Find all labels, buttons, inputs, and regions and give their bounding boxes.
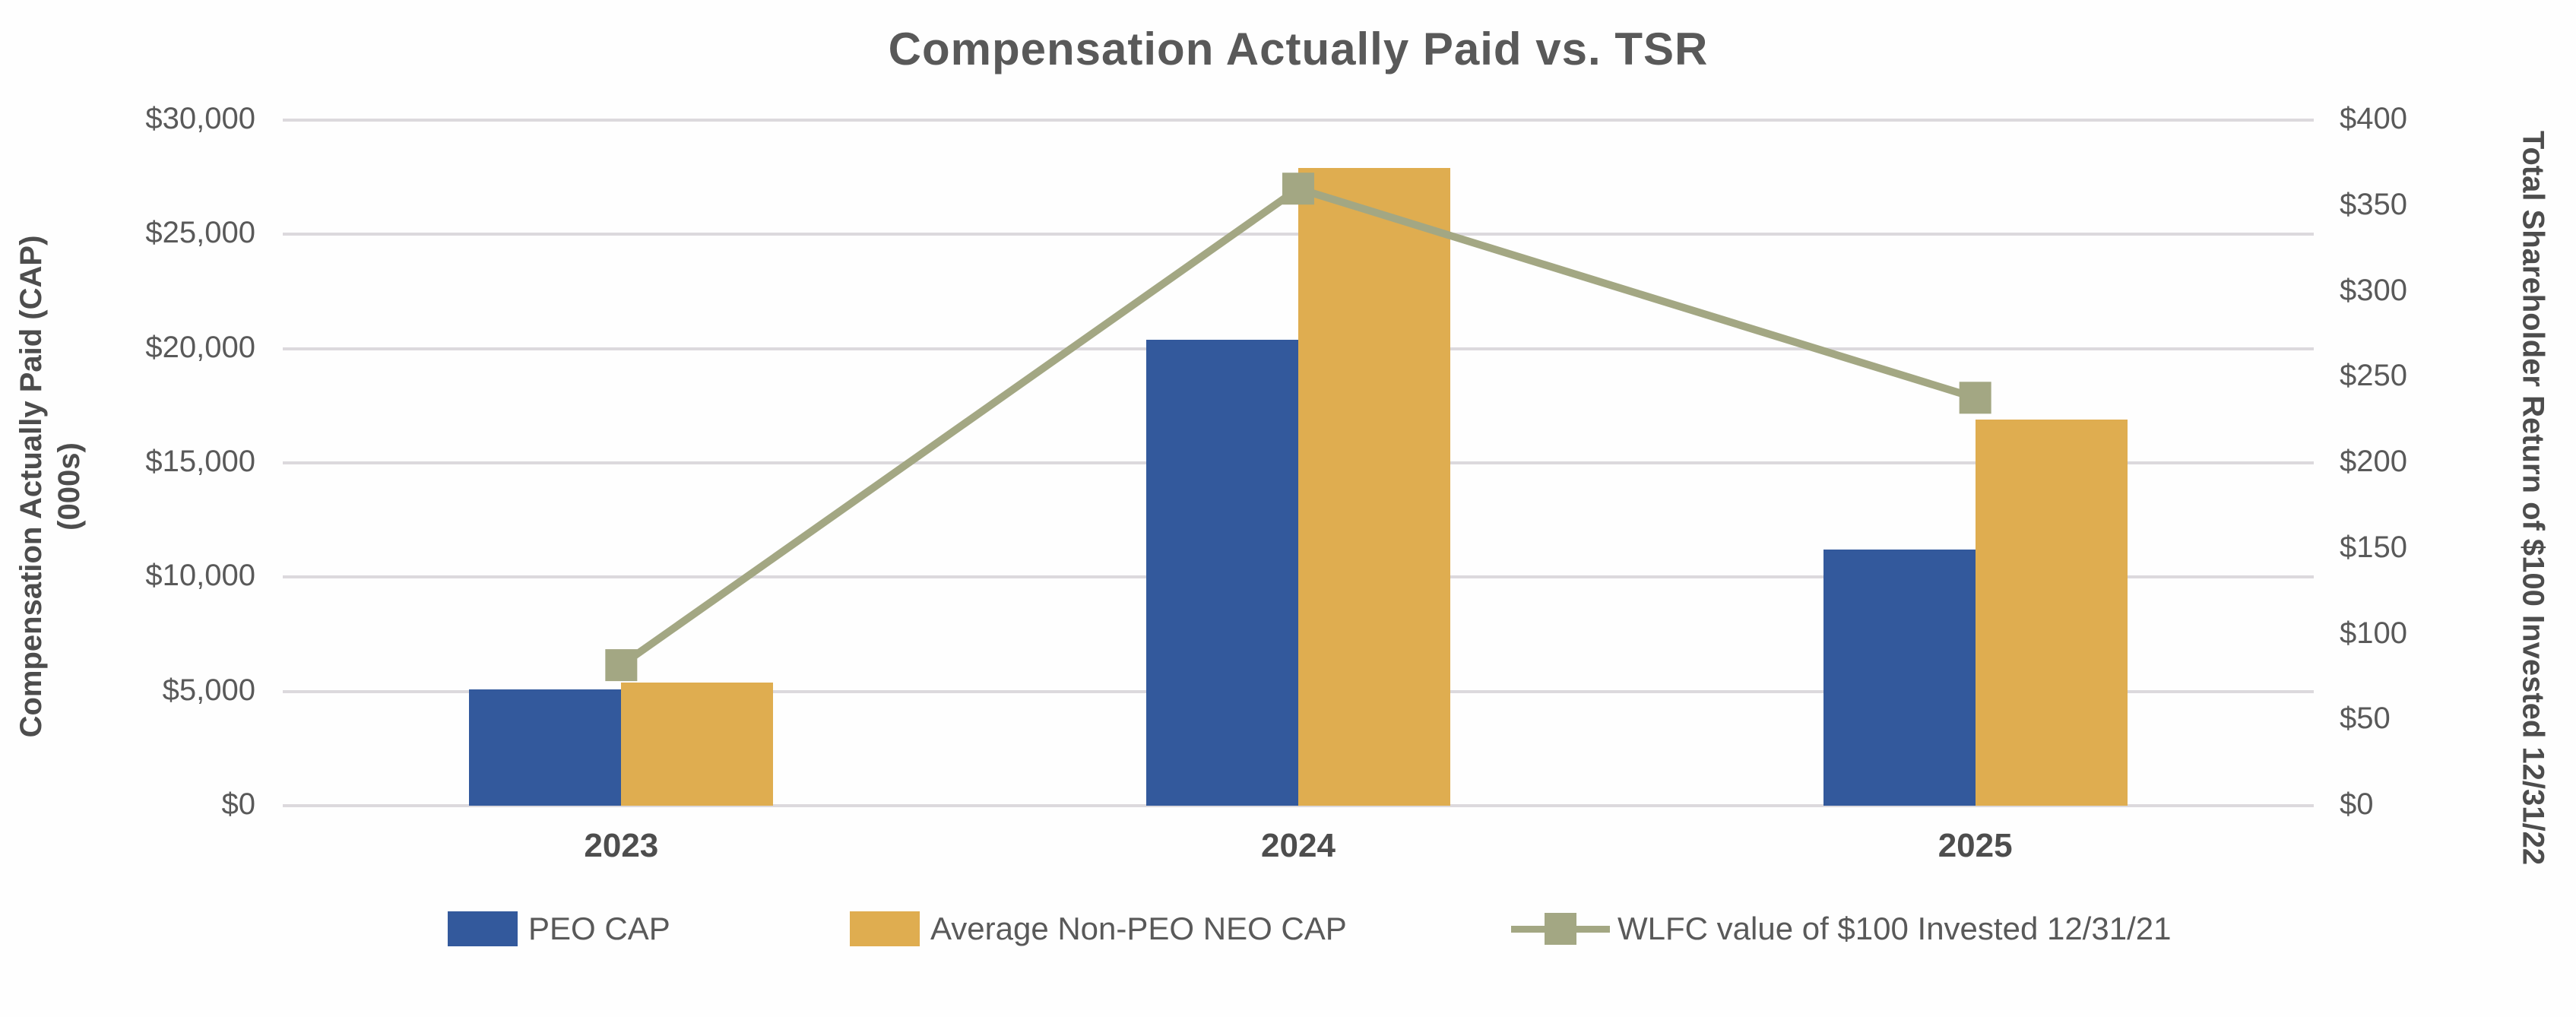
wlfc-square-marker bbox=[1545, 913, 1576, 945]
right-axis-tick-7: $350 bbox=[2340, 187, 2407, 221]
left-axis-tick-2: $10,000 bbox=[145, 559, 255, 593]
gridline-0 bbox=[283, 804, 2314, 807]
line-marker-2023 bbox=[605, 649, 638, 682]
peo-cap-swatch bbox=[448, 911, 518, 946]
right-axis-tick-0: $0 bbox=[2340, 787, 2374, 821]
x-axis-label-2025: 2025 bbox=[1938, 827, 2013, 864]
right-axis-title: Total Shareholder Return of $100 Investe… bbox=[2516, 130, 2550, 866]
legend-item-wlfc-line: WLFC value of $100 Invested 12/31/21 bbox=[1511, 906, 2171, 952]
x-axis-label-2024: 2024 bbox=[1261, 827, 1336, 864]
bar-average-non-peo-neo-cap-2024 bbox=[1298, 168, 1450, 806]
left-axis-tick-1: $5,000 bbox=[162, 673, 255, 707]
bar-average-non-peo-neo-cap-2025 bbox=[1975, 419, 2128, 806]
right-axis-tick-6: $300 bbox=[2340, 273, 2407, 307]
avg-non-peo-neo-cap-swatch bbox=[850, 911, 920, 946]
right-axis-tick-3: $150 bbox=[2340, 530, 2407, 564]
legend-item-avg-non-peo-neo-cap: Average Non-PEO NEO CAP bbox=[850, 906, 1347, 952]
right-axis-tick-2: $100 bbox=[2340, 616, 2407, 650]
left-axis-tick-0: $0 bbox=[221, 787, 256, 821]
bar-average-non-peo-neo-cap-2023 bbox=[621, 682, 774, 806]
bar-peo-cap-2023 bbox=[469, 689, 622, 806]
gridline-30000 bbox=[283, 119, 2314, 122]
bar-peo-cap-2024 bbox=[1146, 339, 1298, 806]
left-axis-tick-4: $20,000 bbox=[145, 330, 255, 364]
right-axis-tick-5: $250 bbox=[2340, 359, 2407, 393]
right-axis-tick-1: $50 bbox=[2340, 702, 2391, 736]
left-axis-tick-5: $25,000 bbox=[145, 216, 255, 250]
x-axis-label-2023: 2023 bbox=[584, 827, 659, 864]
right-axis-tick-4: $200 bbox=[2340, 445, 2407, 478]
wlfc-line-label: WLFC value of $100 Invested 12/31/21 bbox=[1618, 911, 2172, 946]
bar-peo-cap-2025 bbox=[1823, 550, 1976, 806]
line-marker-2025 bbox=[1959, 382, 1991, 414]
legend: PEO CAP Average Non-PEO NEO CAP WLFC val… bbox=[0, 906, 2576, 952]
right-axis-tick-8: $400 bbox=[2340, 102, 2407, 135]
peo-cap-label: PEO CAP bbox=[528, 911, 670, 946]
left-axis-tick-3: $15,000 bbox=[145, 445, 255, 478]
wlfc-line-marker-glyph bbox=[1511, 911, 1610, 946]
avg-non-peo-neo-cap-label: Average Non-PEO NEO CAP bbox=[930, 911, 1347, 946]
legend-item-peo-cap: PEO CAP bbox=[448, 906, 670, 952]
chart-title: Compensation Actually Paid vs. TSR bbox=[888, 24, 1709, 74]
left-axis-tick-6: $30,000 bbox=[145, 102, 255, 135]
